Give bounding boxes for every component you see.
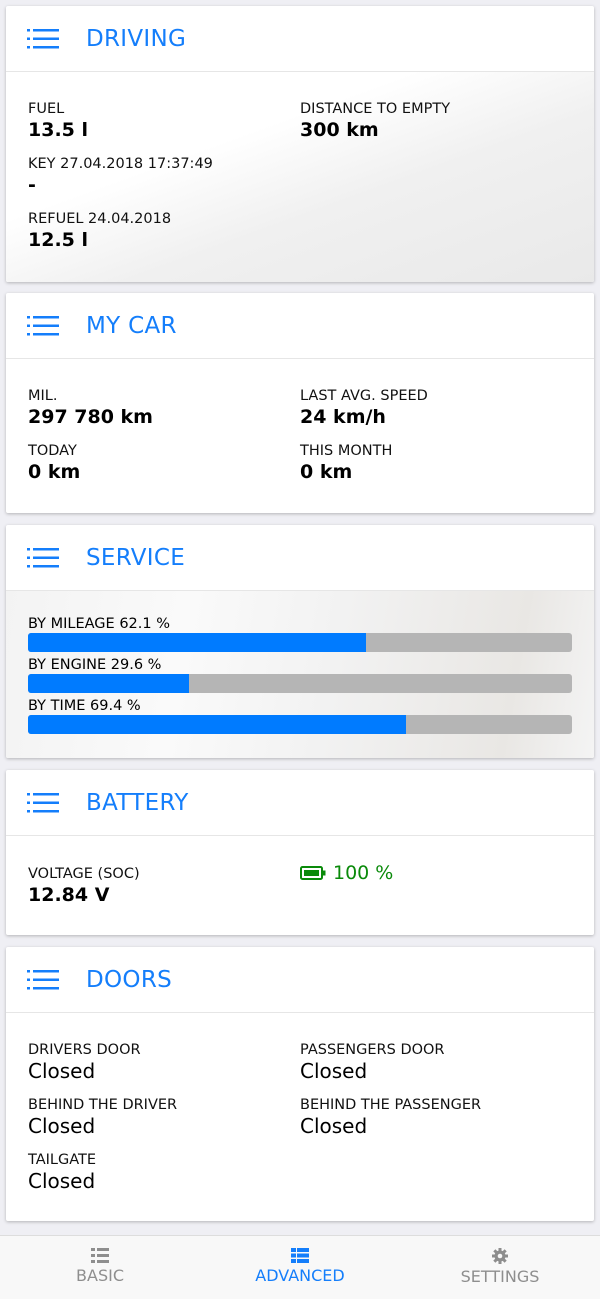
doors-header[interactable]: DOORS	[6, 947, 594, 1013]
list-icon	[27, 548, 59, 568]
progress-fill	[28, 674, 190, 693]
doors-card: DOORS DRIVERS DOOR Closed PASSENGERS DOOR…	[6, 947, 594, 1221]
bottom-tab-bar: BASIC ADVANCED SETTINGS	[0, 1235, 600, 1299]
service-card: SERVICE BY MILEAGE 62.1 % BY ENGINE 29.6…	[6, 525, 594, 758]
service-mileage-progress	[28, 633, 572, 652]
gear-icon	[492, 1248, 508, 1264]
tab-label: BASIC	[76, 1266, 124, 1285]
fuel-label: FUEL	[28, 101, 65, 117]
refuel-label: REFUEL 24.04.2018	[28, 211, 172, 227]
distance-to-empty-label: DISTANCE TO EMPTY	[300, 101, 451, 117]
driving-header[interactable]: DRIVING	[6, 6, 594, 72]
tab-basic[interactable]: BASIC	[0, 1236, 200, 1299]
door-label: BEHIND THE DRIVER	[28, 1097, 178, 1113]
voltage-value: 12.84 V	[28, 884, 110, 906]
avg-speed-label: LAST AVG. SPEED	[300, 388, 428, 404]
driving-card: DRIVING FUEL 13.5 l KEY 27.04.2018 17:37…	[6, 6, 594, 282]
mileage-label: MIL.	[28, 388, 58, 404]
tab-label: ADVANCED	[255, 1266, 345, 1285]
door-status: Closed	[300, 1059, 368, 1083]
door-status: Closed	[28, 1169, 96, 1193]
grid-list-icon	[291, 1248, 309, 1263]
service-time-label: BY TIME 69.4 %	[28, 698, 141, 714]
refuel-value: 12.5 l	[28, 229, 89, 251]
key-value: -	[28, 174, 36, 196]
voltage-label: VOLTAGE (SOC)	[28, 866, 140, 882]
list-icon	[27, 793, 59, 813]
card-title: MY CAR	[86, 312, 177, 339]
service-mileage-label: BY MILEAGE 62.1 %	[28, 616, 170, 632]
list-icon	[91, 1248, 109, 1263]
my-car-header[interactable]: MY CAR	[6, 293, 594, 359]
mileage-value: 297 780 km	[28, 406, 153, 428]
battery-header[interactable]: BATTERY	[6, 770, 594, 836]
my-car-card: MY CAR MIL. 297 780 km LAST AVG. SPEED 24 …	[6, 293, 594, 513]
door-label: TAILGATE	[28, 1152, 97, 1168]
card-title: BATTERY	[86, 789, 189, 816]
month-value: 0 km	[300, 461, 353, 483]
month-label: THIS MONTH	[300, 443, 393, 459]
tab-settings[interactable]: SETTINGS	[400, 1236, 600, 1299]
battery-full-icon	[300, 866, 326, 880]
door-status: Closed	[28, 1059, 96, 1083]
list-icon	[27, 29, 59, 49]
battery-soc: 100 %	[333, 862, 394, 884]
service-engine-progress	[28, 674, 572, 693]
key-label: KEY 27.04.2018 17:37:49	[28, 156, 213, 172]
card-title: DOORS	[86, 966, 172, 993]
list-icon	[27, 316, 59, 336]
tab-label: SETTINGS	[460, 1267, 540, 1286]
tab-advanced[interactable]: ADVANCED	[200, 1236, 400, 1299]
avg-speed-value: 24 km/h	[300, 406, 386, 428]
service-header[interactable]: SERVICE	[6, 525, 594, 591]
road-background	[6, 72, 594, 282]
card-title: DRIVING	[86, 25, 187, 52]
today-label: TODAY	[28, 443, 77, 459]
door-label: DRIVERS DOOR	[28, 1042, 141, 1058]
battery-card: BATTERY VOLTAGE (SOC) 12.84 V 100 %	[6, 770, 594, 935]
door-status: Closed	[300, 1114, 368, 1138]
door-label: PASSENGERS DOOR	[300, 1042, 445, 1058]
fuel-value: 13.5 l	[28, 119, 89, 141]
service-time-progress	[28, 715, 572, 734]
distance-to-empty-value: 300 km	[300, 119, 379, 141]
today-value: 0 km	[28, 461, 81, 483]
door-label: BEHIND THE PASSENGER	[300, 1097, 482, 1113]
progress-fill	[28, 715, 406, 734]
service-engine-label: BY ENGINE 29.6 %	[28, 657, 162, 673]
progress-fill	[28, 633, 366, 652]
door-status: Closed	[28, 1114, 96, 1138]
list-icon	[27, 970, 59, 990]
card-title: SERVICE	[86, 544, 186, 571]
